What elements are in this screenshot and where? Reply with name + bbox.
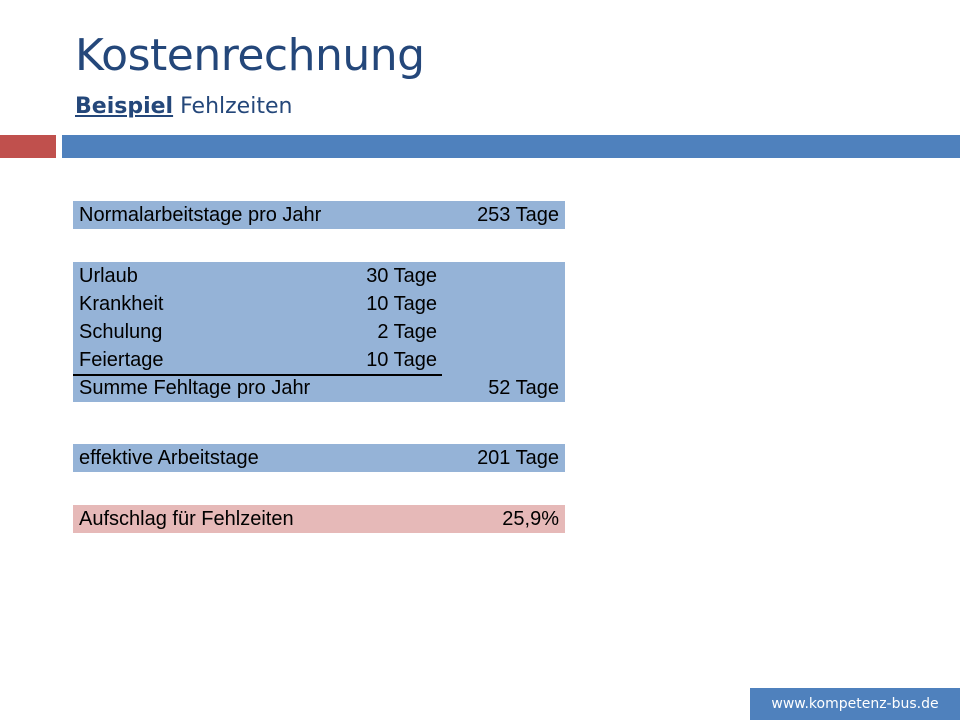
- slide-title: Kostenrechnung: [75, 30, 425, 81]
- row-label: Normalarbeitstage pro Jahr: [79, 204, 322, 226]
- absence-surcharge-table: Aufschlag für Fehlzeiten 25,9%: [72, 504, 566, 534]
- table-row: Krankheit 10 Tage: [73, 290, 565, 318]
- row-value: 30 Tage: [366, 265, 437, 287]
- row-value: 25,9%: [502, 508, 559, 530]
- row-label: effektive Arbeitstage: [79, 447, 259, 469]
- sum-label: Summe Fehltage pro Jahr: [79, 377, 311, 399]
- row-value: 253 Tage: [477, 204, 559, 226]
- row-label: Urlaub: [79, 265, 138, 287]
- row-value: 10 Tage: [366, 293, 437, 315]
- table-row: Feiertage 10 Tage: [73, 346, 565, 374]
- row-value: 201 Tage: [477, 447, 559, 469]
- footer-url: www.kompetenz-bus.de: [750, 688, 960, 720]
- row-value: 10 Tage: [366, 349, 437, 371]
- table-row: effektive Arbeitstage 201 Tage: [73, 444, 565, 472]
- table-row: Normalarbeitstage pro Jahr 253 Tage: [73, 201, 565, 229]
- accent-bar-red: [0, 135, 56, 158]
- row-label: Aufschlag für Fehlzeiten: [79, 508, 294, 530]
- sum-divider: [73, 374, 442, 376]
- subtitle-text: Fehlzeiten: [180, 94, 293, 119]
- sum-value: 52 Tage: [488, 377, 559, 399]
- row-label: Schulung: [79, 321, 163, 343]
- table-row: Schulung 2 Tage: [73, 318, 565, 346]
- accent-bar-blue: [62, 135, 960, 158]
- subtitle-emphasis: Beispiel: [75, 94, 174, 119]
- row-label: Feiertage: [79, 349, 164, 371]
- slide-subtitle: Beispiel Fehlzeiten: [75, 94, 292, 119]
- normal-workdays-table: Normalarbeitstage pro Jahr 253 Tage: [72, 200, 566, 230]
- sum-row: Summe Fehltage pro Jahr 52 Tage: [73, 374, 565, 402]
- row-label: Krankheit: [79, 293, 164, 315]
- table-row: Urlaub 30 Tage: [73, 262, 565, 290]
- row-value: 2 Tage: [377, 321, 437, 343]
- table-row: Aufschlag für Fehlzeiten 25,9%: [73, 505, 565, 533]
- effective-workdays-table: effektive Arbeitstage 201 Tage: [72, 443, 566, 473]
- absence-days-table: Urlaub 30 Tage Krankheit 10 Tage Schulun…: [72, 261, 566, 403]
